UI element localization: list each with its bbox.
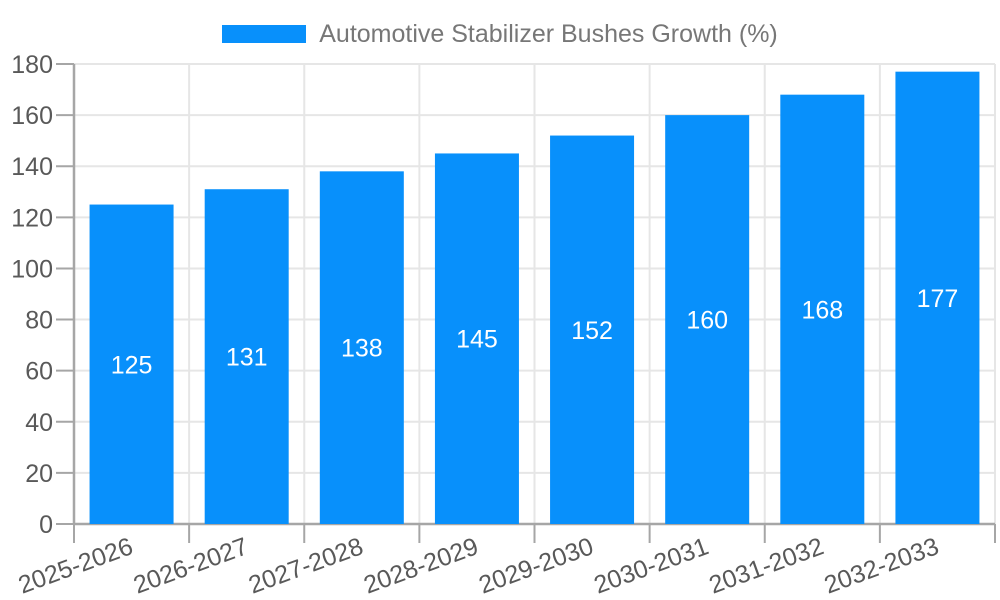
x-tick-label: 2032-2033 xyxy=(821,532,943,599)
x-tick-label: 2028-2029 xyxy=(360,532,482,599)
bar-value-label: 138 xyxy=(341,335,383,363)
bar-value-label: 160 xyxy=(686,307,728,335)
bar[interactable] xyxy=(665,115,750,524)
bar[interactable] xyxy=(780,94,865,525)
x-tick-label: 2026-2027 xyxy=(130,532,252,599)
bar[interactable] xyxy=(319,171,404,525)
y-tick-label: 0 xyxy=(39,511,53,539)
legend-item[interactable]: Automotive Stabilizer Bushes Growth (%) xyxy=(0,16,1000,52)
bar[interactable] xyxy=(434,153,519,524)
bar[interactable] xyxy=(895,71,980,525)
bar-value-label: 131 xyxy=(226,344,268,372)
legend-label: Automotive Stabilizer Bushes Growth (%) xyxy=(319,19,778,48)
y-tick-label: 80 xyxy=(25,307,53,335)
x-tick-label: 2025-2026 xyxy=(15,532,137,599)
x-tick-label: 2030-2031 xyxy=(590,532,712,599)
bar[interactable] xyxy=(204,189,289,524)
bar-value-label: 177 xyxy=(917,285,959,313)
y-tick-label: 180 xyxy=(11,51,53,79)
y-tick-label: 100 xyxy=(11,255,53,283)
bar-value-label: 125 xyxy=(111,351,153,379)
bar-value-label: 145 xyxy=(456,326,498,354)
legend-marker xyxy=(222,25,307,43)
y-tick-label: 160 xyxy=(11,102,53,130)
y-tick-label: 20 xyxy=(25,460,53,488)
bar-value-label: 152 xyxy=(571,317,613,345)
y-tick-label: 140 xyxy=(11,153,53,181)
y-tick-label: 40 xyxy=(25,409,53,437)
bar[interactable] xyxy=(550,135,635,525)
x-tick-label: 2029-2030 xyxy=(475,532,597,599)
y-tick-label: 60 xyxy=(25,358,53,386)
bar[interactable] xyxy=(89,204,174,525)
bar-value-label: 168 xyxy=(801,296,843,324)
x-tick-label: 2027-2028 xyxy=(245,532,367,599)
y-tick-label: 120 xyxy=(11,204,53,232)
x-tick-label: 2031-2032 xyxy=(705,532,827,599)
